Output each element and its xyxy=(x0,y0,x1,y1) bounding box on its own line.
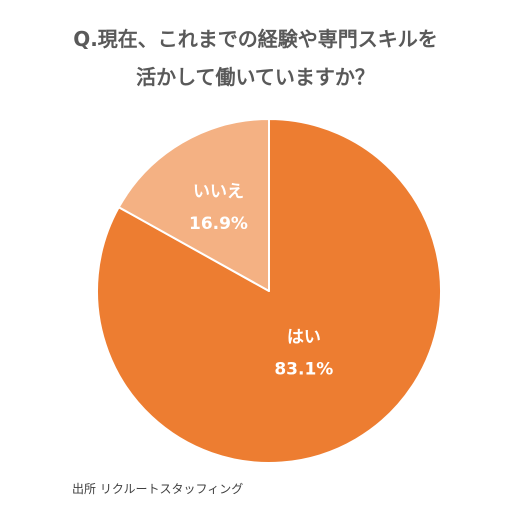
chart-title: Q.現在、これまでの経験や専門スキルを 活かして働いていますか？ xyxy=(0,20,511,96)
pie-slice-1 xyxy=(117,118,270,292)
chart-title-line-1: Q.現在、これまでの経験や専門スキルを xyxy=(73,27,438,51)
pie-slices xyxy=(96,118,442,464)
chart-title-line-2: 活かして働いていますか？ xyxy=(136,65,375,89)
slice-category-label-1: いいえ xyxy=(193,182,244,202)
source-note: 出所 リクルートスタッフィング xyxy=(72,482,244,496)
slice-value-label-0: 83.1% xyxy=(274,359,333,379)
pie-labels: はい 83.1% いいえ 16.9% xyxy=(189,182,333,379)
slice-category-label-0: はい xyxy=(287,327,321,347)
slice-value-label-1: 16.9% xyxy=(189,214,248,234)
